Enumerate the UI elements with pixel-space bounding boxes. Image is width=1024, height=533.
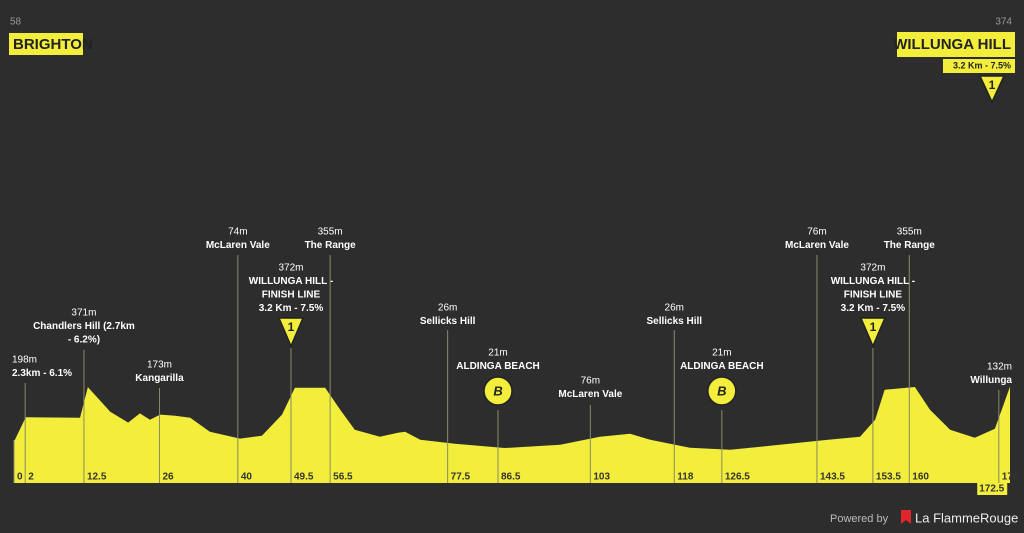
finish-climb-box: [943, 59, 1015, 73]
marker-elevation: 76m: [581, 376, 600, 387]
marker-name: The Range: [884, 240, 936, 251]
powered-by: Powered by: [830, 513, 889, 525]
finish-kom-icon: [978, 75, 1006, 104]
sprint-label: B: [493, 383, 502, 398]
x-tick-label: 56.5: [333, 472, 353, 483]
x-tick-label: 26: [162, 472, 174, 483]
finish-kom-label: 1: [989, 78, 996, 92]
marker-name: FINISH LINE: [262, 290, 321, 301]
marker-name: WILLUNGA HILL -: [831, 276, 915, 287]
marker-name: Kangarilla: [135, 373, 184, 384]
x-tick-label: 160: [912, 472, 929, 483]
marker-elevation: 372m: [860, 263, 885, 274]
x-tick-label: 172.5: [979, 484, 1004, 495]
marker-elevation: 355m: [318, 227, 343, 238]
marker-name: WILLUNGA HILL -: [249, 276, 333, 287]
marker-name: 2.3km - 6.1%: [12, 368, 72, 379]
marker-elevation: 26m: [665, 303, 684, 314]
marker-elevation: 372m: [278, 263, 303, 274]
marker-elevation: 371m: [71, 308, 96, 319]
marker-name: McLaren Vale: [785, 240, 849, 251]
marker-name: McLaren Vale: [558, 389, 622, 400]
marker-name: Sellicks Hill: [420, 316, 476, 327]
brand: La FlammeRouge: [915, 510, 1018, 525]
finish-name: WILLUNGA HILL: [893, 36, 1011, 53]
x-tick-label: 153.5: [876, 472, 901, 483]
plot: 0 2 198m 2.3km - 6.1% 12.5 371m Chandlers Hill…: [12, 227, 1019, 495]
marker-name: 3.2 Km - 7.5%: [259, 303, 324, 314]
brand-logo: [901, 510, 911, 524]
marker-elevation: 21m: [712, 348, 731, 359]
marker-elevation: 21m: [488, 348, 507, 359]
marker-name: - 6.2%): [68, 335, 100, 346]
finish-elevation: 374: [995, 17, 1012, 28]
finish-box: [897, 32, 1015, 57]
marker-name: ALDINGA BEACH: [456, 361, 540, 372]
kom-icon: [277, 317, 305, 348]
sprint-icon: [707, 376, 737, 406]
x-tick-label: 2: [28, 472, 34, 483]
marker-name: Chandlers Hill (2.7km: [33, 321, 135, 332]
x-tick-label: 126.5: [725, 472, 750, 483]
start-box: [9, 33, 83, 55]
start-elevation: 58: [10, 17, 22, 28]
x-tick-label: 40: [241, 472, 253, 483]
x-tick-label: 118: [677, 472, 694, 483]
x-tick-label: 86.5: [501, 472, 521, 483]
sprint-label: B: [717, 383, 726, 398]
elevation-area: [14, 386, 1010, 483]
marker-elevation: 173m: [147, 360, 172, 371]
x-tick-label: 12.5: [87, 472, 107, 483]
kom-label: 1: [870, 320, 877, 334]
marker-elevation: 355m: [897, 227, 922, 238]
x-tick-label: 103: [593, 472, 610, 483]
marker-name: McLaren Vale: [206, 240, 270, 251]
x-tick-label: 49.5: [294, 472, 314, 483]
marker-name: The Range: [305, 240, 357, 251]
marker-elevation: 74m: [228, 227, 247, 238]
marker-elevation: 26m: [438, 303, 457, 314]
marker-elevation: 76m: [807, 227, 826, 238]
kom-icon: [859, 317, 887, 348]
marker-elevation: 198m: [12, 355, 37, 366]
marker-elevation: 132m: [987, 362, 1012, 373]
marker-name: Willunga: [970, 375, 1012, 386]
marker-name: ALDINGA BEACH: [680, 361, 764, 372]
kom-label: 1: [288, 320, 295, 334]
marker-name: 3.2 Km - 7.5%: [841, 303, 906, 314]
x-tick-label: 0: [17, 472, 23, 483]
x-tick-label: 77.5: [451, 472, 471, 483]
start-name: BRIGHTON: [13, 36, 93, 53]
x-tick-label: 176: [1002, 472, 1019, 483]
marker-name: Sellicks Hill: [646, 316, 702, 327]
finish-climb: 3.2 Km - 7.5%: [953, 60, 1011, 70]
marker-name: FINISH LINE: [844, 290, 903, 301]
sprint-icon: [483, 376, 513, 406]
x-tick-label: 143.5: [820, 472, 845, 483]
finish-km-box: [977, 483, 1008, 495]
